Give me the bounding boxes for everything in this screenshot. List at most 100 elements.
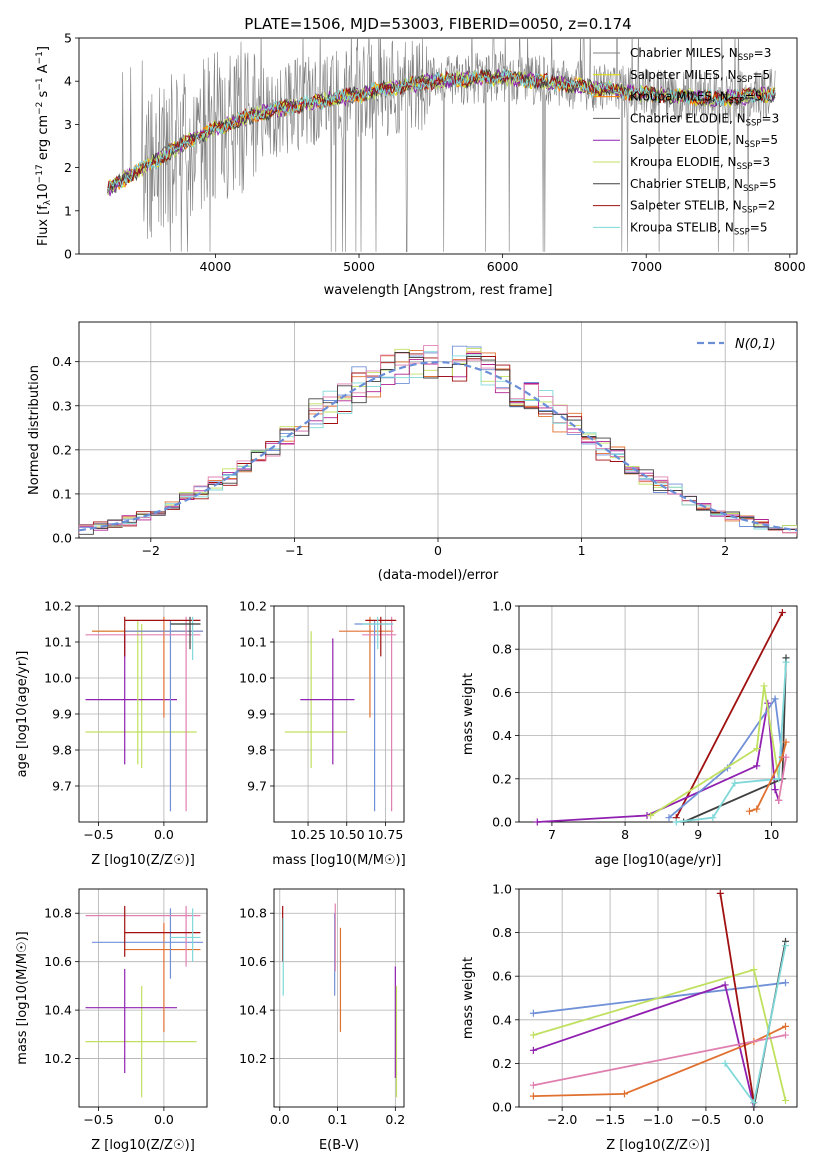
x-axis-label: Z [log10(Z/Z☉)]: [91, 1138, 195, 1153]
weight-marker: [529, 1031, 537, 1039]
weight-marker: [775, 775, 783, 783]
y-tick-label: 4: [64, 74, 72, 89]
axes-frame: [273, 605, 405, 823]
legend-entry: Kroupa ELODIE, NSSP=3: [630, 155, 770, 172]
y-tick-label: 0.0: [492, 1100, 512, 1115]
weight-marker: [731, 779, 739, 787]
error-bar-point: [124, 922, 201, 1032]
y-axis-label: mass [log10(M/M☉)]: [15, 931, 30, 1064]
axes-frame: [78, 321, 798, 539]
error-bar-point: [170, 616, 201, 660]
y-tick-label: 0.2: [492, 771, 512, 786]
y-tick-label: 0.4: [52, 354, 72, 369]
axes-frame: [78, 605, 208, 823]
x-tick-label: 2: [721, 543, 729, 558]
legend-entry: Salpeter MILES, NSSP=5: [630, 68, 770, 85]
weight-marker: [672, 818, 680, 826]
y-tick-label: 1.0: [492, 882, 512, 897]
metallicity-age-panel: −0.5 0.0 9.7 9.8 9.9 10.0 10.1 10.2 Z [log10(Z/Z…: [15, 599, 208, 868]
weight-marker: [781, 1096, 789, 1104]
weight-marker: [529, 1009, 537, 1017]
error-bar-point: [170, 616, 201, 650]
x-axis-label: (data-model)/error: [378, 568, 499, 583]
y-tick-label: 10.0: [239, 671, 267, 686]
weight-marker: [782, 658, 790, 666]
y-tick-label: 10.6: [44, 954, 72, 969]
weight-marker: [745, 807, 753, 815]
x-tick-label: −2: [142, 543, 160, 558]
x-tick-label: −0.5: [83, 827, 113, 842]
y-tick-label: 0.3: [52, 398, 72, 413]
weight-marker: [529, 1092, 537, 1100]
y-tick-label: 0: [64, 247, 72, 262]
weight-marker: [781, 979, 789, 987]
y-tick-label: 9.7: [247, 779, 267, 794]
weight-marker: [721, 1059, 729, 1067]
error-bar-point: [85, 985, 197, 1098]
y-axis-label: Flux [fλ10−17 erg cm−2 s−1 A−1]: [35, 46, 53, 246]
spectrum-lines: [107, 38, 776, 253]
weight-marker: [778, 608, 786, 616]
x-tick-label: 6000: [487, 259, 519, 274]
weight-marker: [533, 818, 541, 826]
error-bar-point: [362, 616, 394, 650]
x-tick-label: −1: [285, 543, 303, 558]
legend-entry: N(0,1): [735, 337, 776, 352]
weight-series: [721, 942, 789, 1107]
spectrum-legend: Chabrier MILES, NSSP=3 Salpeter MILES, NS…: [593, 46, 779, 237]
weight-marker: [529, 1046, 537, 1054]
error-bar-point: [85, 616, 201, 812]
metallicity-weight-panel: −2.0 −1.5 −1.0 −0.5 0.0 0.0 0.2 0.4 0.6 0.8 1.0 Z […: [461, 882, 798, 1153]
model-line: [107, 69, 776, 197]
weight-series: [529, 966, 789, 1104]
legend-entry: Chabrier ELODIE, NSSP=3: [630, 111, 779, 128]
weight-marker: [750, 1099, 758, 1107]
x-tick-label: 10: [763, 827, 779, 842]
weight-marker: [620, 1090, 628, 1098]
x-axis-label: age [log10(age/yr)]: [595, 853, 722, 868]
y-tick-label: 10.2: [44, 1051, 72, 1066]
x-axis-label: Z [log10(Z/Z☉)]: [91, 853, 195, 868]
y-tick-label: 10.2: [44, 599, 72, 614]
x-tick-label: 0: [434, 543, 442, 558]
x-tick-label: 10.25: [290, 827, 326, 842]
x-tick-label: 0.2: [385, 1112, 405, 1127]
y-tick-label: 0.1: [52, 486, 72, 501]
legend-entry: Chabrier STELIB, NSSP=5: [630, 177, 777, 194]
extinction-mass-panel: 0.0 0.1 0.2 10.2 10.4 10.6 10.8 E(B-V): [239, 888, 405, 1153]
y-tick-label: 10.1: [44, 635, 72, 650]
error-bar-point: [300, 638, 355, 765]
y-tick-label: 10.0: [44, 671, 72, 686]
axes-frame: [518, 888, 798, 1108]
y-tick-label: 1.0: [492, 599, 512, 614]
error-bar-point: [85, 624, 197, 768]
metallicity-mass-panel: −0.5 0.0 10.2 10.4 10.6 10.8 Z [log10(Z/Z☉)] ma…: [15, 888, 208, 1153]
x-tick-label: −2.0: [547, 1112, 577, 1127]
weight-marker: [753, 762, 761, 770]
y-tick-label: 0.2: [52, 442, 72, 457]
x-axis-label: wavelength [Angstrom, rest frame]: [324, 283, 553, 298]
y-tick-label: 10.2: [239, 599, 267, 614]
weight-series: [529, 1031, 789, 1089]
error-bar-point: [124, 905, 201, 957]
x-tick-label: 4000: [200, 259, 232, 274]
x-tick-label: 7000: [630, 259, 662, 274]
error-bar-point: [124, 616, 201, 657]
y-tick-label: 9.9: [52, 707, 72, 722]
y-tick-label: 10.4: [44, 1003, 72, 1018]
weight-series: [716, 889, 758, 1107]
weight-series: [529, 1022, 789, 1100]
weight-marker: [750, 966, 758, 974]
error-bar-point: [85, 905, 201, 967]
weight-marker: [782, 738, 790, 746]
axes-frame: [78, 37, 798, 255]
y-tick-label: 0.6: [492, 969, 512, 984]
x-tick-label: 7: [548, 827, 556, 842]
figure-title: PLATE=1506, MJD=53003, FIBERID=0050, z=0…: [244, 15, 631, 33]
x-tick-label: 10.75: [368, 827, 404, 842]
x-tick-label: 0.1: [328, 1112, 348, 1127]
weight-marker: [716, 889, 724, 897]
weight-series: [672, 608, 786, 822]
y-tick-label: 0.0: [492, 815, 512, 830]
